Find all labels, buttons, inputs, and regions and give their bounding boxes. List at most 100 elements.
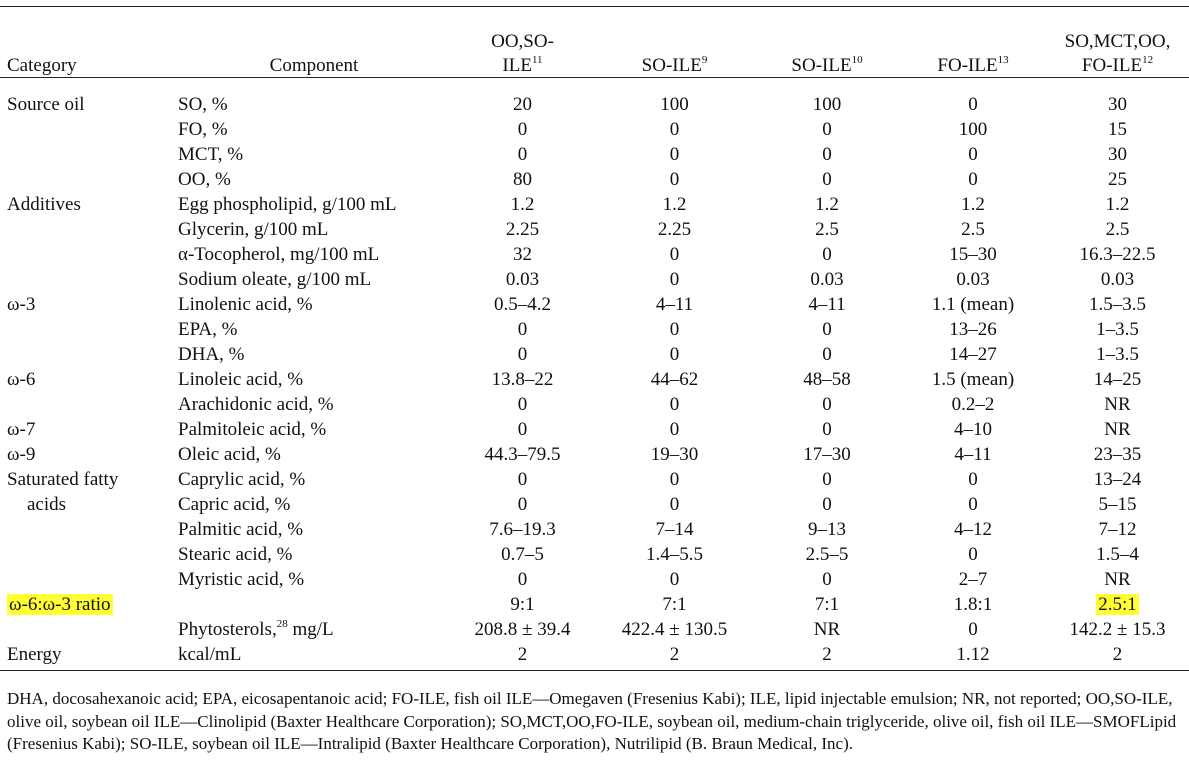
- value-text: 13.8–22: [491, 369, 554, 390]
- value-cell: 0: [754, 392, 900, 417]
- value-text: 0: [517, 394, 528, 415]
- value-cell: 0: [754, 117, 900, 142]
- category-cell: [0, 217, 178, 242]
- header-product-5: SO,MCT,OO, FO-ILE12: [1064, 31, 1171, 76]
- value-text: 1.2: [662, 194, 687, 215]
- value-text: 1.8:1: [953, 594, 993, 615]
- value-cell: 2: [595, 642, 754, 667]
- value-text: 23–35: [1093, 444, 1142, 465]
- value-text: 0: [517, 144, 528, 165]
- value-cell: 2.5: [754, 217, 900, 242]
- value-cell: 0: [900, 617, 1046, 642]
- component-cell: Myristic acid, %: [178, 567, 450, 592]
- value-cell: 32: [450, 242, 595, 267]
- component-label: FO, %: [178, 119, 228, 140]
- value-cell: 1–3.5: [1046, 342, 1189, 367]
- value-text: 0.5–4.2: [494, 294, 551, 315]
- value-text: 0: [822, 569, 832, 590]
- value-text: 7–12: [1098, 519, 1137, 540]
- value-cell: 0: [450, 492, 595, 517]
- table-row: Capric acid, % 0 0 0 0 5–15: [0, 492, 1189, 517]
- value-cell: 0.7–5: [450, 542, 595, 567]
- component-label: DHA, %: [178, 344, 245, 365]
- component-label: Egg phospholipid, g/100 mL: [178, 194, 397, 215]
- value-text: 1–3.5: [1096, 319, 1139, 340]
- table-row: Glycerin, g/100 mL 2.25 2.25 2.5 2.5 2.5: [0, 217, 1189, 242]
- category-cell: [0, 117, 178, 142]
- component-label: kcal/mL: [178, 644, 242, 665]
- value-cell: 0: [595, 167, 754, 192]
- table-row: α-Tocopherol, mg/100 mL 32 0 0 15–30 16.3–22.…: [0, 242, 1189, 267]
- component-cell: Egg phospholipid, g/100 mL: [178, 192, 450, 217]
- value-text: 0: [822, 419, 832, 440]
- value-cell: NR: [754, 617, 900, 642]
- value-text: 0: [669, 269, 680, 290]
- value-text: 0: [669, 394, 680, 415]
- value-text: 0: [968, 619, 978, 640]
- table-row: MCT, % 0 0 0 0 30: [0, 142, 1189, 167]
- value-cell: 422.4 ± 130.5: [595, 617, 754, 642]
- table-row: Myristic acid, % 0 0 0 2–7 NR: [0, 567, 1189, 592]
- value-text: 0.2–2: [951, 394, 995, 415]
- value-cell: 9:1: [450, 592, 595, 617]
- value-cell: 1.12: [900, 642, 1046, 667]
- component-label: Capric acid, %: [178, 494, 291, 515]
- component-cell: α-Tocopherol, mg/100 mL: [178, 242, 450, 267]
- table-row: Sodium oleate, g/100 mL 0.03 0 0.03 0.03 0.03: [0, 267, 1189, 292]
- value-text: 14–25: [1093, 369, 1142, 390]
- value-cell: 0: [754, 142, 900, 167]
- table-body: Source oil SO, % 20 100 100 0 30 FO, % 0 0 0 100 15 M…: [0, 80, 1189, 667]
- value-text: 142.2 ± 15.3: [1069, 619, 1166, 640]
- value-cell: 0: [754, 167, 900, 192]
- value-cell: 2.5–5: [754, 542, 900, 567]
- value-cell: NR: [1046, 567, 1189, 592]
- component-label: Palmitoleic acid, %: [178, 419, 327, 440]
- component-cell: Linolenic acid, %: [178, 292, 450, 317]
- value-cell: 0.03: [900, 267, 1046, 292]
- value-text: 0: [517, 469, 528, 490]
- value-text: 0.03: [956, 269, 990, 290]
- value-cell: 19–30: [595, 442, 754, 467]
- value-cell: 4–11: [595, 292, 754, 317]
- value-cell: 2.5: [900, 217, 1046, 242]
- value-text: 0: [517, 419, 528, 440]
- value-cell: 5–15: [1046, 492, 1189, 517]
- header-row: Category Component OO,SO- ILE11 SO-ILE9 S…: [0, 12, 1189, 80]
- category-cell: [0, 567, 178, 592]
- value-text: 1.5 (mean): [931, 369, 1015, 390]
- value-cell: 0.03: [1046, 267, 1189, 292]
- value-cell: 0: [900, 80, 1046, 117]
- value-text: 0: [822, 394, 832, 415]
- component-label: Palmitic acid, %: [178, 519, 304, 540]
- value-text: 7:1: [814, 594, 840, 615]
- value-cell: 4–11: [754, 292, 900, 317]
- value-cell: 0: [754, 317, 900, 342]
- header-product-4: FO-ILE13: [937, 54, 1009, 77]
- value-cell: 0: [595, 342, 754, 367]
- component-unit: mg/L: [287, 619, 334, 640]
- component-label: Linoleic acid, %: [178, 369, 304, 390]
- header-product-3: SO-ILE10: [791, 54, 863, 77]
- value-text: 0: [669, 469, 680, 490]
- value-text: 15: [1108, 119, 1127, 140]
- value-cell: 1.4–5.5: [595, 542, 754, 567]
- value-text: 0: [822, 144, 832, 165]
- value-cell: 0: [754, 242, 900, 267]
- value-cell: 0: [754, 342, 900, 367]
- value-text: 4–11: [808, 294, 846, 315]
- component-reference: 28: [276, 618, 288, 630]
- value-cell: 23–35: [1046, 442, 1189, 467]
- value-text: 2.25: [657, 219, 692, 240]
- value-text: 7:1: [662, 594, 687, 615]
- value-cell: 48–58: [754, 367, 900, 392]
- value-text: 4–10: [954, 419, 992, 440]
- value-cell: 7–12: [1046, 517, 1189, 542]
- value-text: 0: [517, 119, 528, 140]
- component-cell: Stearic acid, %: [178, 542, 450, 567]
- category-label: Saturated fatty: [7, 469, 119, 490]
- component-cell: MCT, %: [178, 142, 450, 167]
- value-cell: 17–30: [754, 442, 900, 467]
- value-cell: 2–7: [900, 567, 1046, 592]
- table-row: ω-9 Oleic acid, % 44.3–79.5 19–30 17–30 4–11 2…: [0, 442, 1189, 467]
